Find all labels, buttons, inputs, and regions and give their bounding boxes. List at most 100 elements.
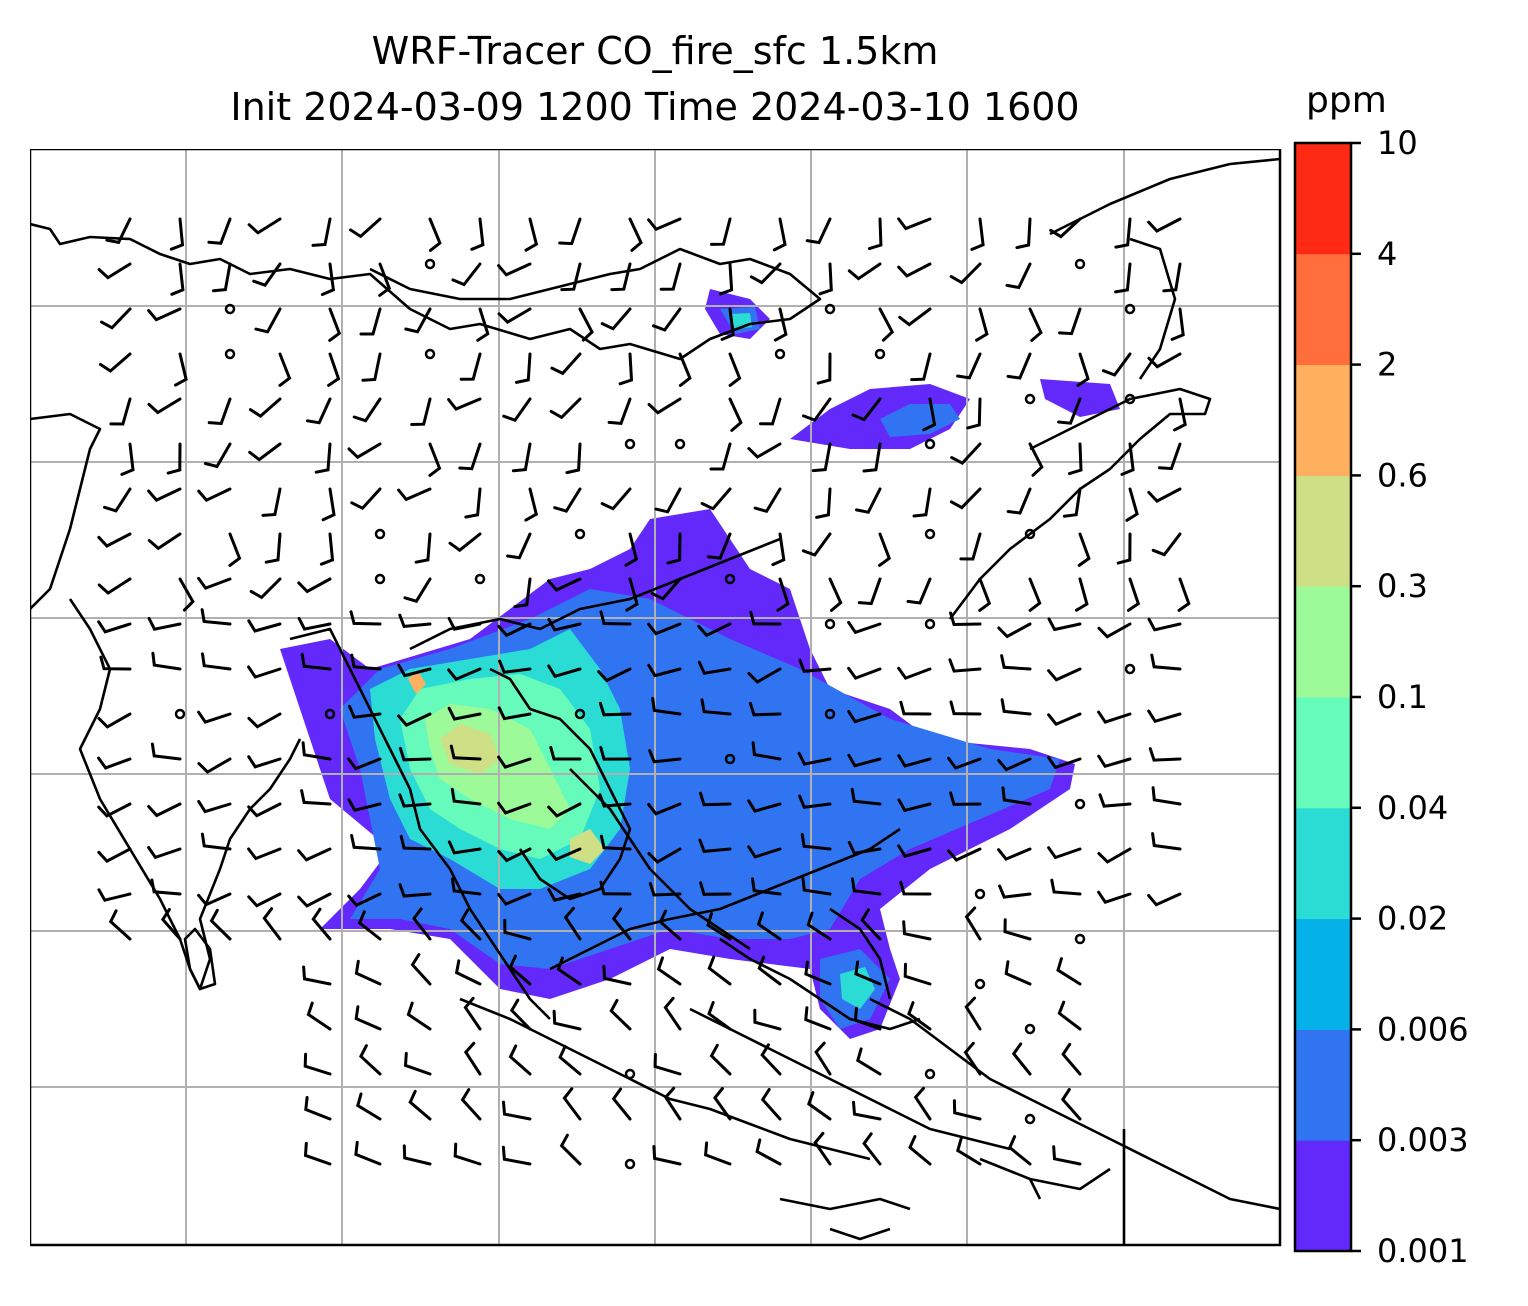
wind-barb (348, 704, 382, 719)
wind-barb (599, 880, 632, 896)
wind-barb (975, 307, 989, 342)
wind-barb (1060, 1088, 1082, 1121)
wind-barb (600, 487, 632, 511)
wind-barb (847, 753, 882, 768)
wind-barb (297, 892, 332, 908)
calm-wind-circle (624, 1158, 636, 1170)
wind-barb (120, 442, 135, 476)
wind-barb (359, 307, 382, 336)
calm-wind-circle (1024, 1113, 1036, 1125)
wind-barb (410, 953, 432, 986)
wind-barb (578, 307, 594, 342)
colorbar-bin-7 (1295, 364, 1351, 476)
wind-barb (166, 442, 182, 475)
wind-barb (414, 532, 432, 564)
wind-barb (963, 1041, 982, 1076)
wind-barb (807, 1091, 832, 1121)
wind-barb (897, 844, 932, 858)
wind-barb (197, 576, 232, 590)
wind-barb (720, 307, 735, 341)
wind-barb (1101, 352, 1132, 377)
wind-barb (450, 877, 482, 896)
wind-barb (753, 487, 782, 514)
wind-barb (647, 802, 682, 816)
wind-barb (706, 532, 732, 560)
wind-barb (553, 487, 582, 513)
wind-barb (1000, 654, 1032, 671)
wind-barb (851, 877, 882, 896)
wind-barb (1098, 793, 1132, 808)
wind-barb (1075, 577, 1089, 612)
map-panel (30, 149, 1282, 1247)
wind-barb (547, 617, 582, 632)
colorbar: 0.001 0.003 0.006 0.02 0.04 0.1 0.3 0.6 2 4 10 (1293, 124, 1469, 1270)
wind-barb (805, 217, 832, 245)
wind-barb (502, 1100, 532, 1121)
wind-barb (447, 706, 482, 721)
wind-barb (910, 352, 932, 382)
wind-barb (828, 577, 843, 612)
wind-barb (815, 487, 832, 519)
calm-wind-circle (424, 258, 436, 270)
wind-barb (699, 791, 732, 807)
wind-barb (862, 442, 882, 473)
wind-barb (448, 532, 482, 553)
wind-barb (398, 793, 432, 808)
wind-barb (264, 532, 282, 564)
wind-barb (321, 487, 336, 522)
chart-title-line-1: WRF-Tracer CO_fire_sfc 1.5km (371, 29, 939, 73)
wind-barb (558, 1044, 582, 1076)
calm-wind-circle (624, 1068, 636, 1080)
wind-barb (150, 878, 182, 896)
wind-barb (801, 876, 832, 896)
wind-barb (648, 882, 682, 897)
coastlines (30, 157, 1280, 1245)
wind-barb (209, 908, 232, 941)
wind-barb (97, 888, 132, 902)
wind-barb (897, 262, 932, 278)
wind-barb (912, 487, 932, 518)
wind-barb (200, 608, 232, 626)
wind-barb (547, 577, 582, 592)
wind-barb (678, 352, 692, 387)
wind-barb (451, 262, 482, 287)
wind-barb (352, 397, 382, 423)
wind-barb (305, 397, 332, 425)
calm-wind-circle (1124, 393, 1136, 405)
wind-barb (247, 847, 282, 861)
wind-barb (262, 907, 282, 941)
wind-barb (174, 352, 188, 387)
wind-barb (327, 352, 341, 387)
calm-wind-circle (824, 303, 836, 315)
wind-barb (560, 262, 582, 292)
wind-barb (818, 262, 833, 296)
calm-wind-circle (1024, 393, 1036, 405)
wind-barb (1047, 667, 1082, 682)
calm-wind-circle (724, 753, 736, 765)
wind-barb (1114, 217, 1132, 249)
wind-barb (406, 1001, 432, 1031)
wind-barb (647, 397, 682, 415)
colorbar-bin-9 (1295, 143, 1351, 255)
wind-barb (700, 487, 732, 511)
wind-barb (797, 751, 832, 766)
wind-barb (1049, 217, 1082, 239)
wind-barb (450, 787, 482, 806)
wind-barb (147, 617, 182, 631)
wind-barb (1028, 307, 1043, 342)
wind-barb (248, 397, 282, 418)
wind-barb (1147, 617, 1182, 632)
wind-barb (428, 442, 442, 477)
wind-barb (1097, 710, 1132, 724)
wind-barb (207, 397, 232, 426)
wind-barb (247, 802, 282, 818)
wind-barb (97, 262, 132, 280)
wind-barb (747, 442, 782, 459)
wind-barb (147, 487, 182, 502)
wind-barb (1028, 442, 1044, 477)
wind-barb (1052, 1145, 1082, 1166)
wind-barb (103, 487, 132, 513)
wind-barb (398, 746, 432, 762)
wind-barb (647, 217, 682, 232)
wind-barb (428, 217, 442, 252)
